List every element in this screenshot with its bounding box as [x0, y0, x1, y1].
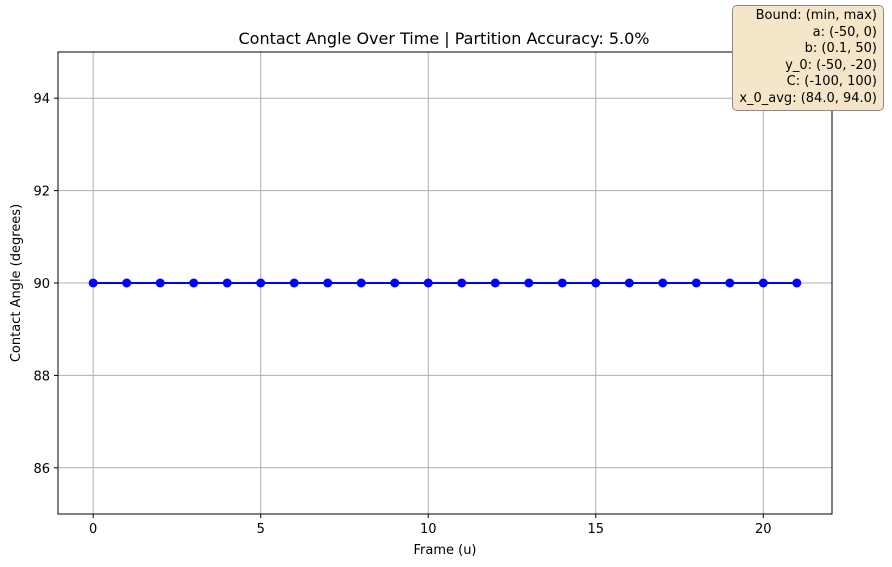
bound-a: a: (-50, 0) — [812, 24, 877, 40]
data-point — [122, 278, 132, 288]
data-point — [289, 278, 299, 288]
data-point — [758, 278, 768, 288]
data-point — [356, 278, 366, 288]
y-tick-label: 90 — [33, 277, 50, 292]
bound-header: Bound: (min, max) — [755, 8, 877, 23]
data-point — [457, 278, 467, 288]
data-point — [658, 278, 668, 288]
data-point — [423, 278, 433, 288]
y-tick-label: 88 — [33, 369, 50, 384]
data-point — [624, 278, 634, 288]
data-point — [88, 278, 98, 288]
bound-x0-avg: x_0_avg: (84.0, 94.0) — [739, 90, 877, 106]
data-point — [490, 278, 500, 288]
data-point — [323, 278, 333, 288]
x-tick-label: 10 — [420, 522, 437, 537]
data-point — [725, 278, 735, 288]
y-tick-label: 94 — [33, 92, 50, 107]
data-point — [524, 278, 534, 288]
y-tick-label: 86 — [33, 462, 50, 477]
bound-c: C: (-100, 100) — [786, 74, 877, 89]
bounds-annotation-box: Bound: (min, max) a: (-50, 0) b: (0.1, 5… — [732, 5, 884, 111]
data-point — [792, 278, 802, 288]
data-point — [222, 278, 232, 288]
data-point — [155, 278, 165, 288]
y-axis-label: Contact Angle (degrees) — [9, 204, 24, 362]
data-point — [557, 278, 567, 288]
data-point — [591, 278, 601, 288]
data-point — [256, 278, 266, 288]
x-tick-label: 20 — [755, 522, 772, 537]
data-point — [189, 278, 199, 288]
data-point — [390, 278, 400, 288]
x-tick-label: 5 — [257, 522, 265, 537]
y-axis: 86 88 90 92 94 — [33, 92, 58, 477]
bound-b: b: (0.1, 50) — [804, 41, 877, 56]
series-line — [88, 278, 802, 288]
x-axis-label: Frame (u) — [413, 543, 476, 558]
bound-y0: y_0: (-50, -20) — [785, 57, 877, 73]
data-point — [691, 278, 701, 288]
x-tick-label: 15 — [588, 522, 605, 537]
y-tick-label: 92 — [33, 185, 50, 200]
x-tick-label: 0 — [89, 522, 97, 537]
x-axis: 0 5 10 15 20 — [89, 514, 772, 537]
chart-title: Contact Angle Over Time | Partition Accu… — [238, 29, 649, 48]
